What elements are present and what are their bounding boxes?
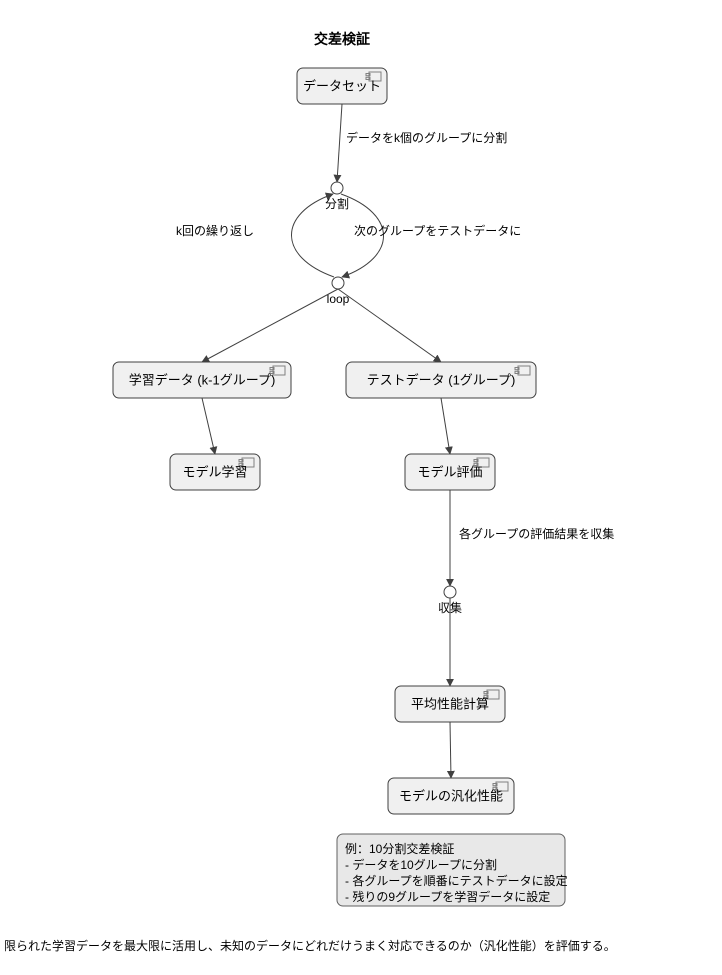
note-line-3: - 残りの9グループを学習データに設定 [345, 889, 550, 904]
junction-loop [332, 277, 344, 289]
edge-loop-trainData [202, 289, 338, 362]
note-line-2: - 各グループを順番にテストデータに設定 [345, 873, 568, 888]
node-testData-label: テストデータ (1グループ) [367, 372, 516, 387]
junction-split-label: 分割 [325, 196, 349, 211]
note-line-0: 例：10分割交差検証 [345, 841, 454, 856]
edge-testData-evalModel [441, 398, 450, 454]
node-evalModel-label: モデル評価 [417, 464, 482, 479]
node-testData: テストデータ (1グループ) [346, 362, 536, 398]
node-trainData: 学習データ (k-1グループ) [113, 362, 291, 398]
note-box: 例：10分割交差検証- データを10グループに分割- 各グループを順番にテストデ… [337, 834, 568, 906]
node-evalModel: モデル評価 [405, 454, 495, 490]
junction-loop-label: loop [327, 292, 350, 306]
node-trainData-label: 学習データ (k-1グループ) [129, 372, 276, 387]
node-avgPerf: 平均性能計算 [395, 686, 505, 722]
junction-collect [444, 586, 456, 598]
node-dataset: データセット [297, 68, 387, 104]
edge-trainData-trainModel [202, 398, 215, 454]
diagram-title: 交差検証 [314, 31, 370, 47]
node-avgPerf-label: 平均性能計算 [411, 696, 489, 711]
note-line-1: - データを10グループに分割 [345, 857, 497, 872]
edge-dataset-split-label: データをk個のグループに分割 [346, 130, 507, 145]
node-trainModel: モデル学習 [170, 454, 260, 490]
node-dataset-label: データセット [303, 78, 381, 93]
diagram-caption: 限られた学習データを最大限に活用し、未知のデータにどれだけうまく対応できるのか（… [4, 938, 616, 953]
edge-avgPerf-genPerf [450, 722, 451, 778]
node-genPerf-label: モデルの汎化性能 [399, 788, 503, 803]
edge-loop-testData [338, 289, 441, 362]
node-genPerf: モデルの汎化性能 [388, 778, 514, 814]
edge-evalModel-collect-label: 各グループの評価結果を収集 [459, 526, 614, 541]
edge-dataset-split [337, 104, 342, 182]
node-trainModel-label: モデル学習 [182, 464, 247, 479]
junction-split [331, 182, 343, 194]
edge-loop-split-label: k回の繰り返し [176, 224, 254, 238]
edge-split-loop-label: 次のグループをテストデータに [354, 223, 521, 238]
cross-validation-diagram: 交差検証データセット学習データ (k-1グループ) テストデータ (1グループ) モ… [0, 0, 722, 975]
